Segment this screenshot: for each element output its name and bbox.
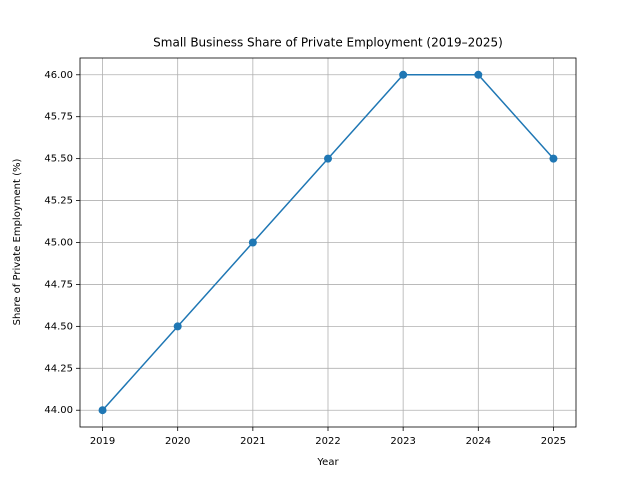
chart-title: Small Business Share of Private Employme… (153, 36, 503, 50)
x-tick-label: 2019 (90, 436, 115, 447)
marker (248, 238, 257, 247)
x-tick-label: 2024 (466, 436, 491, 447)
x-tick-label: 2021 (240, 436, 265, 447)
y-tick-label: 44.50 (44, 321, 73, 332)
y-tick-label: 44.00 (44, 405, 73, 416)
marker (474, 70, 483, 79)
x-axis-label: Year (316, 457, 339, 468)
x-tick-label: 2023 (390, 436, 415, 447)
x-tick-label: 2020 (165, 436, 190, 447)
y-axis-label: Share of Private Employment (%) (12, 159, 23, 326)
x-tick-label: 2025 (541, 436, 566, 447)
y-tick-label: 45.75 (44, 112, 73, 123)
marker (98, 406, 107, 415)
plot-frame (79, 57, 577, 428)
y-tick-label: 44.75 (44, 279, 73, 290)
marker (399, 70, 408, 79)
marker (549, 154, 558, 163)
marker (173, 322, 182, 331)
y-tick-label: 46.00 (44, 70, 73, 81)
y-tick-label: 45.25 (44, 196, 73, 207)
y-tick-label: 45.50 (44, 154, 73, 165)
marker (324, 154, 332, 163)
y-tick-label: 44.25 (44, 363, 73, 374)
y-tick-label: 45.00 (44, 238, 73, 249)
x-tick-label: 2022 (315, 436, 340, 447)
